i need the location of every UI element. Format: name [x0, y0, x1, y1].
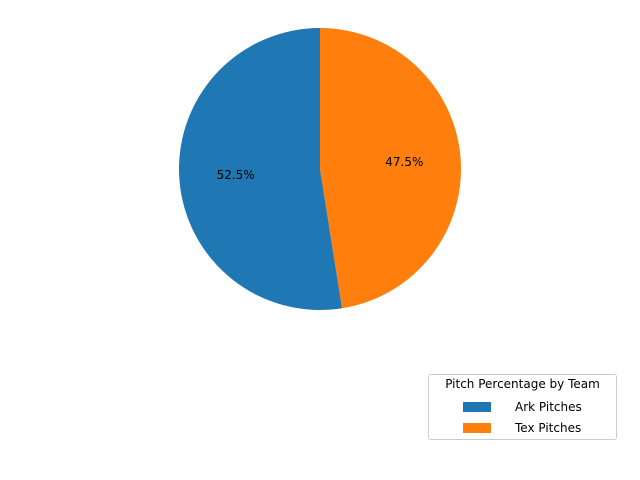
- legend-swatch-tex-pitches: [463, 423, 491, 433]
- legend-label-ark-pitches: Ark Pitches: [515, 400, 582, 414]
- legend-swatch-ark-pitches: [463, 402, 491, 412]
- pie-slice-ark-pitches: [179, 28, 343, 310]
- legend-title: Pitch Percentage by Team: [445, 377, 600, 391]
- pie-slice-tex-pitches: [320, 28, 462, 309]
- legend-label-tex-pitches: Tex Pitches: [515, 421, 582, 435]
- legend-item-tex-pitches: Tex Pitches: [463, 421, 581, 435]
- legend-item-ark-pitches: Ark Pitches: [463, 400, 582, 414]
- chart-legend: Pitch Percentage by Team Ark Pitches Tex…: [428, 374, 617, 440]
- pie-label-tex-pitches: 47.5%: [385, 155, 423, 169]
- pie-label-ark-pitches: 52.5%: [217, 168, 255, 182]
- pie-slices: [179, 28, 462, 310]
- pie-labels: 52.5% 47.5%: [217, 155, 424, 182]
